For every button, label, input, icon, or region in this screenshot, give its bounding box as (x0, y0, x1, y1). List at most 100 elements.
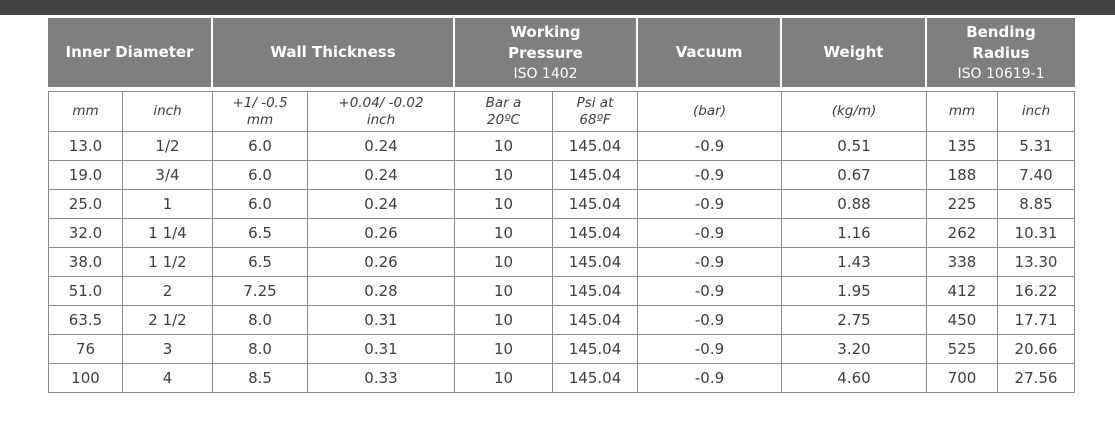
table-cell: 4.60 (782, 364, 927, 393)
table-cell: 1/2 (123, 132, 213, 161)
table-row: 63.5 2 1/2 8.0 0.31 10 145.04 -0.9 2.75 450 17.71 (48, 306, 1076, 335)
unit-line: mm (72, 103, 99, 119)
table-cell: 10 (455, 364, 553, 393)
table-cell: 10 (455, 248, 553, 277)
table-row: 32.0 1 1/4 6.5 0.26 10 145.04 -0.9 1.16 262 10.31 (48, 219, 1076, 248)
units-row: mm inch +1/ -0.5 mm +0.04/ -0.02 inch Ba… (48, 91, 1076, 132)
table-cell: 3/4 (123, 161, 213, 190)
table-cell: 525 (927, 335, 998, 364)
unit-cell-weight-kgm: (kg/m) (782, 91, 927, 132)
unit-line: (bar) (693, 103, 726, 119)
table-cell: 10 (455, 219, 553, 248)
table-cell: 262 (927, 219, 998, 248)
table-cell: 145.04 (553, 248, 638, 277)
table-cell: 0.24 (308, 132, 455, 161)
unit-line: Psi at (576, 94, 614, 111)
table-cell: -0.9 (638, 248, 782, 277)
table-cell: 135 (927, 132, 998, 161)
table-cell: 2 1/2 (123, 306, 213, 335)
header-group-weight: Weight (782, 18, 927, 91)
header-group-working-pressure: Working Pressure ISO 1402 (455, 18, 638, 91)
table-cell: 1.43 (782, 248, 927, 277)
table-cell: 6.5 (213, 219, 308, 248)
table-cell: 225 (927, 190, 998, 219)
table-cell: 1.16 (782, 219, 927, 248)
table-cell: -0.9 (638, 364, 782, 393)
table-cell: 145.04 (553, 132, 638, 161)
table-row: 19.0 3/4 6.0 0.24 10 145.04 -0.9 0.67 188 7.40 (48, 161, 1076, 190)
unit-cell-wall-inch: +0.04/ -0.02 inch (308, 91, 455, 132)
table-cell: 76 (48, 335, 123, 364)
table-cell: 188 (927, 161, 998, 190)
unit-cell-wall-mm: +1/ -0.5 mm (213, 91, 308, 132)
table-cell: 38.0 (48, 248, 123, 277)
table-cell: 3.20 (782, 335, 927, 364)
table-cell: 450 (927, 306, 998, 335)
hose-spec-table-wrap: Inner Diameter Wall Thickness Working Pr… (48, 18, 1076, 393)
unit-cell-id-inch: inch (123, 91, 213, 132)
table-cell: 10 (455, 335, 553, 364)
table-cell: 25.0 (48, 190, 123, 219)
table-row: 25.0 1 6.0 0.24 10 145.04 -0.9 0.88 225 8.85 (48, 190, 1076, 219)
table-row: 100 4 8.5 0.33 10 145.04 -0.9 4.60 700 27.56 (48, 364, 1076, 393)
table-cell: 0.33 (308, 364, 455, 393)
unit-line: mm (948, 103, 976, 119)
header-title: Weight (823, 43, 884, 61)
table-cell: 20.66 (998, 335, 1076, 364)
table-cell: 7.25 (213, 277, 308, 306)
hose-spec-table: Inner Diameter Wall Thickness Working Pr… (48, 18, 1076, 393)
table-cell: 4 (123, 364, 213, 393)
table-cell: 0.67 (782, 161, 927, 190)
unit-cell-bend-inch: inch (998, 91, 1076, 132)
table-cell: 145.04 (553, 364, 638, 393)
table-cell: 5.31 (998, 132, 1076, 161)
table-cell: 8.0 (213, 306, 308, 335)
table-cell: 6.0 (213, 190, 308, 219)
table-cell: 1 1/2 (123, 248, 213, 277)
table-cell: 700 (927, 364, 998, 393)
table-cell: 2.75 (782, 306, 927, 335)
table-cell: 63.5 (48, 306, 123, 335)
table-cell: -0.9 (638, 161, 782, 190)
header-title: Inner Diameter (65, 43, 194, 61)
table-cell: -0.9 (638, 306, 782, 335)
table-cell: 8.5 (213, 364, 308, 393)
unit-line: (kg/m) (831, 103, 877, 119)
unit-line: inch (366, 111, 396, 128)
table-row: 76 3 8.0 0.31 10 145.04 -0.9 3.20 525 20.66 (48, 335, 1076, 364)
unit-line: inch (153, 103, 182, 119)
header-row: Inner Diameter Wall Thickness Working Pr… (48, 18, 1076, 91)
table-cell: 0.26 (308, 248, 455, 277)
table-cell: 145.04 (553, 219, 638, 248)
table-cell: 32.0 (48, 219, 123, 248)
table-cell: 7.40 (998, 161, 1076, 190)
table-cell: 27.56 (998, 364, 1076, 393)
table-cell: 0.31 (308, 335, 455, 364)
unit-cell-vacuum-bar: (bar) (638, 91, 782, 132)
table-cell: 0.88 (782, 190, 927, 219)
table-cell: -0.9 (638, 132, 782, 161)
header-group-bending-radius: Bending Radius ISO 10619-1 (927, 18, 1076, 91)
table-cell: 0.24 (308, 190, 455, 219)
unit-line: mm (246, 111, 274, 128)
table-cell: 145.04 (553, 190, 638, 219)
header-title: Vacuum (675, 43, 743, 61)
unit-line: 68ºF (579, 111, 611, 128)
table-cell: 1.95 (782, 277, 927, 306)
table-row: 13.0 1/2 6.0 0.24 10 145.04 -0.9 0.51 135 5.31 (48, 132, 1076, 161)
table-cell: 10 (455, 277, 553, 306)
table-cell: 0.24 (308, 161, 455, 190)
table-cell: 10.31 (998, 219, 1076, 248)
table-cell: 10 (455, 306, 553, 335)
unit-line: inch (1021, 103, 1051, 119)
table-cell: 0.26 (308, 219, 455, 248)
table-cell: 10 (455, 132, 553, 161)
table-cell: 8.0 (213, 335, 308, 364)
unit-cell-id-mm: mm (48, 91, 123, 132)
table-cell: 1 1/4 (123, 219, 213, 248)
header-group-vacuum: Vacuum (638, 18, 782, 91)
table-cell: 338 (927, 248, 998, 277)
table-cell: 8.85 (998, 190, 1076, 219)
table-cell: 51.0 (48, 277, 123, 306)
header-group-wall-thickness: Wall Thickness (213, 18, 455, 91)
